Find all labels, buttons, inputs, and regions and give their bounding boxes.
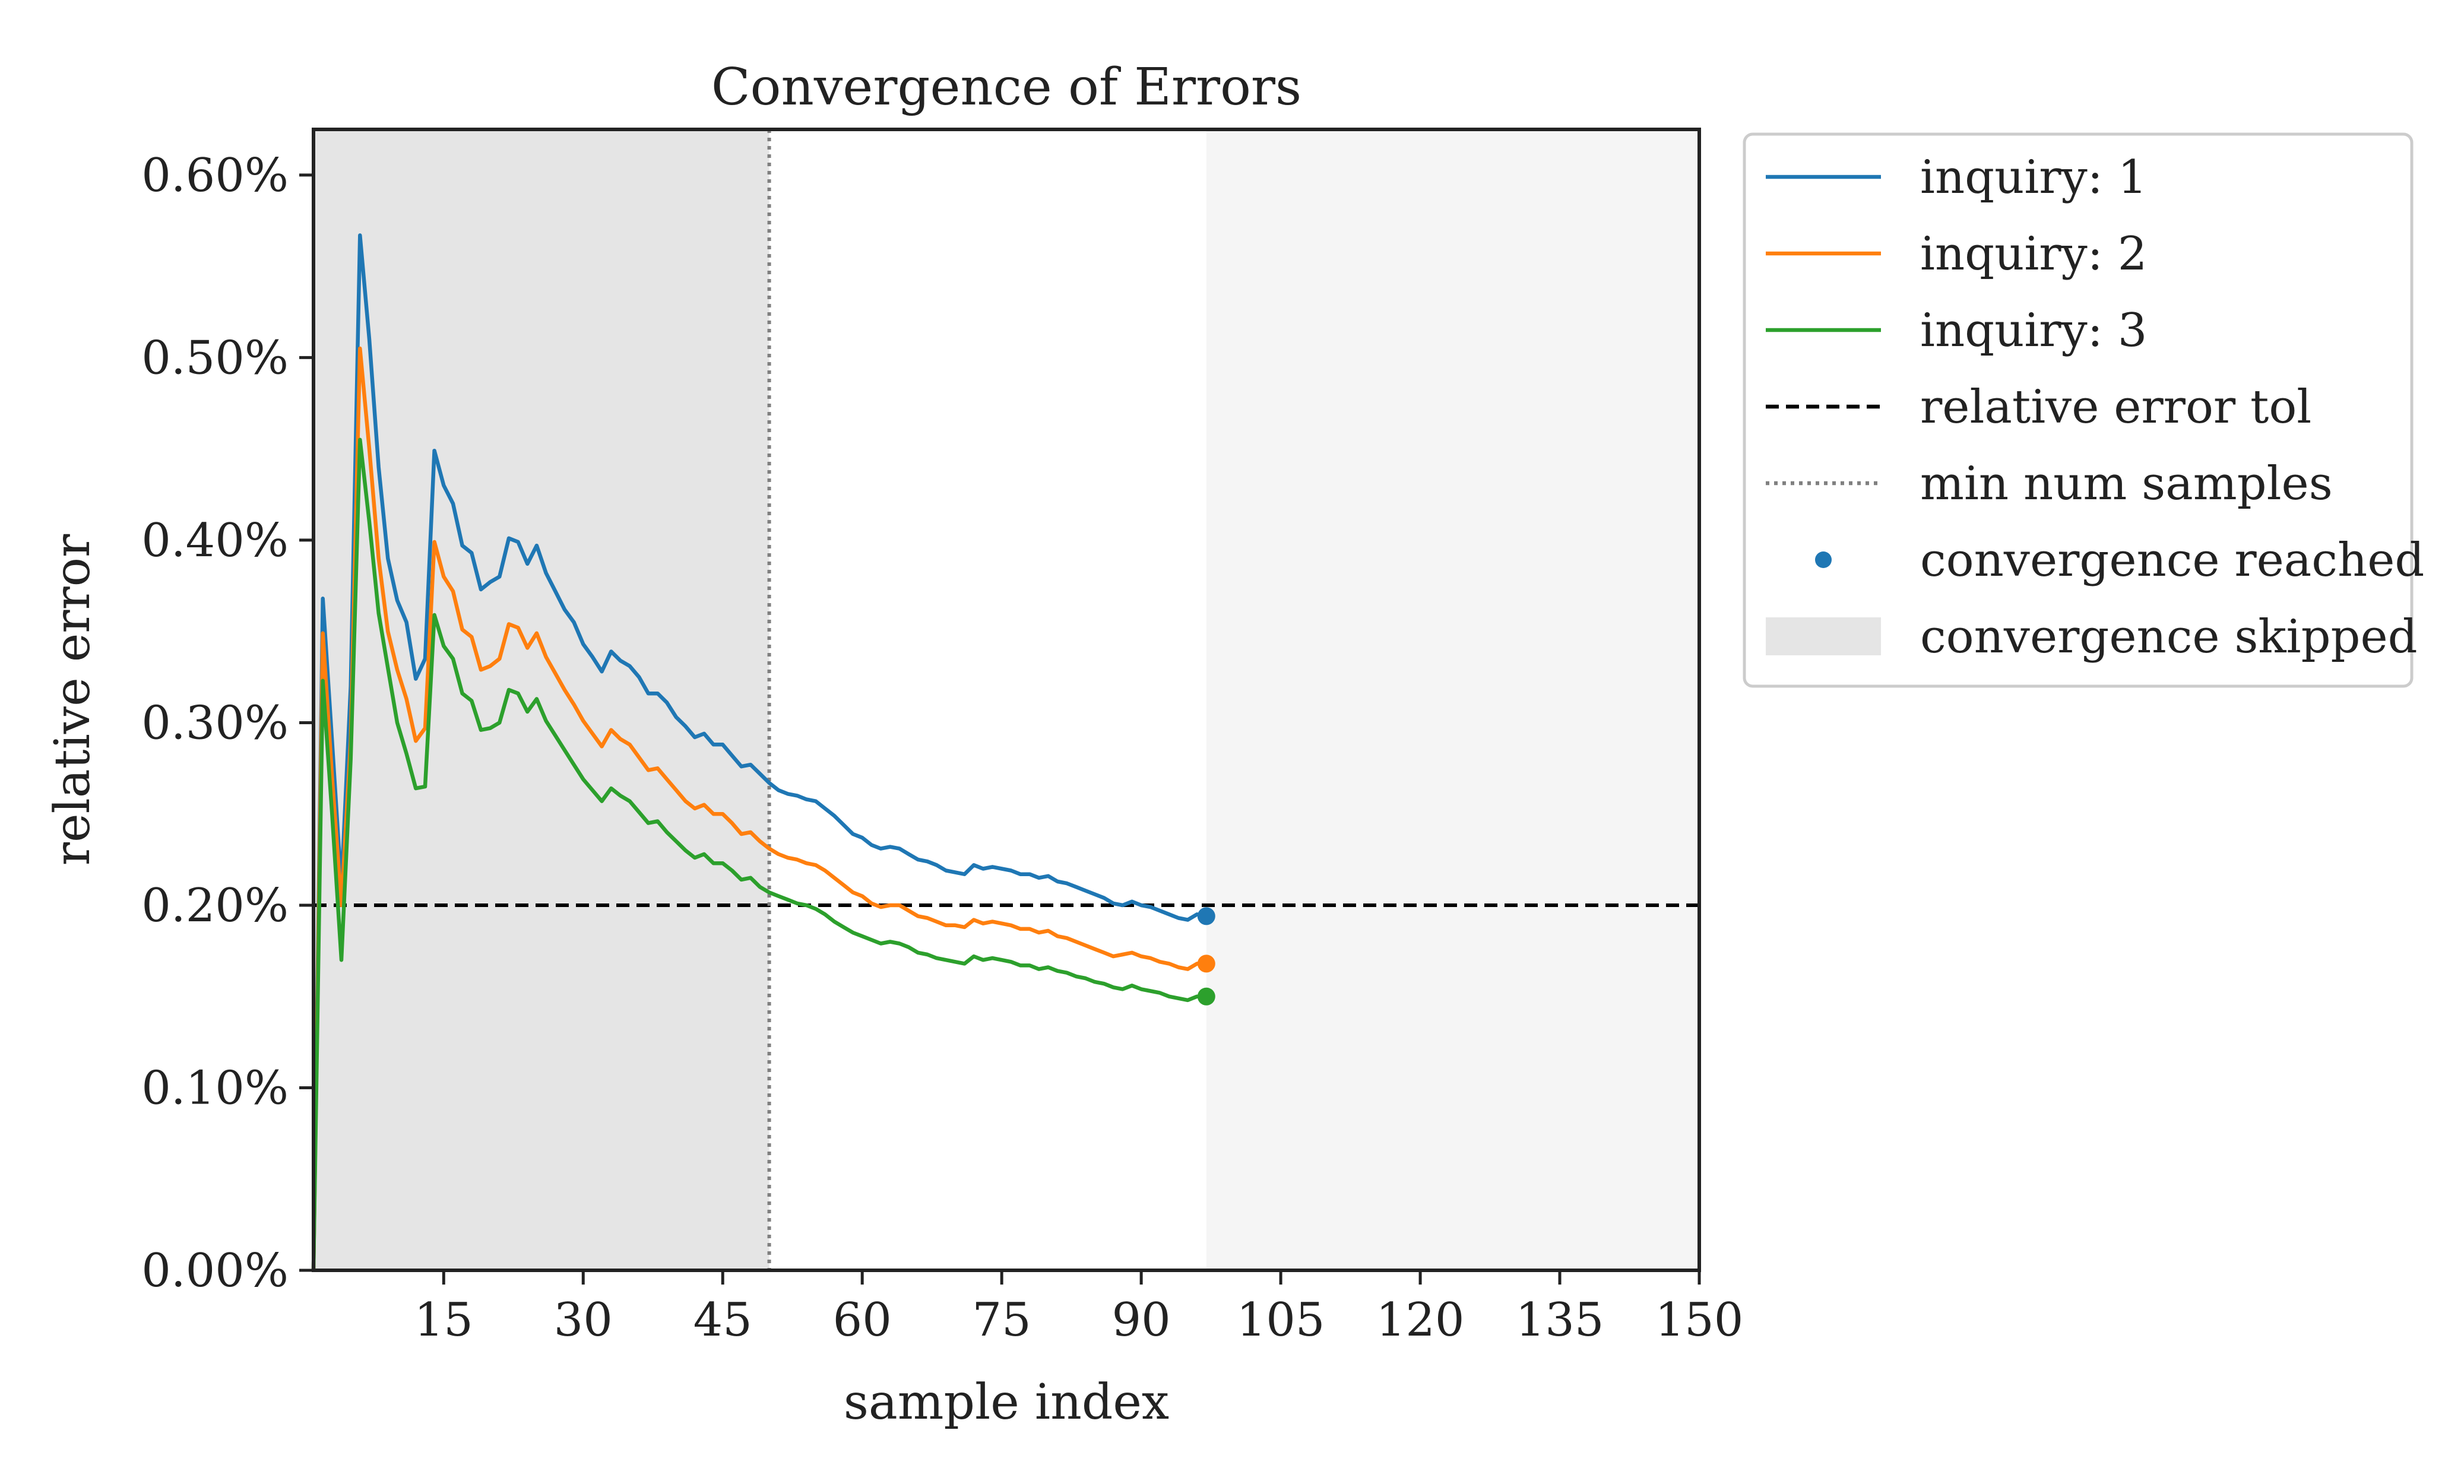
legend-label-inquiry-1: inquiry: 1: [1920, 151, 2147, 204]
y-tick-label: 0.20%: [141, 879, 289, 933]
legend-label-min-num-samples: min num samples: [1920, 457, 2333, 510]
legend-label-relative-error-tol: relative error tol: [1920, 380, 2311, 434]
y-tick-label: 0.10%: [141, 1061, 289, 1115]
x-tick-label: 60: [833, 1293, 892, 1347]
plot-frame: [312, 128, 1701, 1272]
chart-title: Convergence of Errors: [711, 58, 1301, 117]
series-lines: [311, 233, 1207, 1271]
y-tick-label: 0.40%: [141, 514, 289, 567]
series-line-inquiry-2: [311, 346, 1206, 1271]
y-tick-label: 0.30%: [141, 696, 289, 750]
x-tick-label: 150: [1655, 1293, 1744, 1347]
legend-handle-convergence-skipped: [1766, 617, 1881, 655]
y-tick-label: 0.50%: [141, 331, 289, 385]
x-tick-label: 135: [1516, 1293, 1604, 1347]
legend-label-inquiry-2: inquiry: 2: [1920, 227, 2147, 281]
y-tick-label: 0.60%: [141, 149, 289, 202]
reference-lines: [313, 129, 1699, 1270]
legend: inquiry: 1 inquiry: 2 inquiry: 3 relative e…: [1743, 132, 2424, 688]
x-tick-label: 120: [1376, 1293, 1465, 1347]
legend-handle-convergence-reached: [1815, 551, 1832, 568]
x-tick-label: 90: [1112, 1293, 1171, 1347]
skipped-region-1: [313, 129, 769, 1270]
x-tick-label: 15: [414, 1293, 473, 1347]
convergence-markers: [1197, 907, 1215, 1006]
y-tick-label: 0.00%: [141, 1244, 289, 1298]
x-axis-ticks: 15 30 45 60 75 90 105 120 135 150: [414, 1270, 1744, 1347]
x-tick-label: 30: [554, 1293, 613, 1347]
y-axis-ticks: 0.00% 0.10% 0.20% 0.30% 0.40% 0.50% 0.60%: [141, 149, 313, 1298]
skipped-region-2: [1206, 129, 1699, 1270]
legend-label-inquiry-3: inquiry: 3: [1920, 304, 2147, 357]
legend-label-convergence-reached: convergence reached: [1920, 534, 2424, 587]
convergence-marker-inquiry-3: [1197, 987, 1215, 1006]
x-tick-label: 75: [973, 1293, 1031, 1347]
legend-box: [1743, 132, 2414, 688]
x-tick-label: 45: [693, 1293, 752, 1347]
series-line-inquiry-1: [311, 233, 1207, 1271]
x-tick-label: 105: [1237, 1293, 1325, 1347]
y-axis-title: relative error: [45, 534, 101, 865]
skipped-regions: [313, 129, 1699, 1270]
legend-label-convergence-skipped: convergence skipped: [1920, 610, 2418, 664]
x-axis-title: sample index: [844, 1374, 1169, 1431]
convergence-marker-inquiry-2: [1197, 955, 1215, 973]
series-line-inquiry-3: [311, 437, 1206, 1271]
convergence-marker-inquiry-1: [1197, 907, 1215, 925]
